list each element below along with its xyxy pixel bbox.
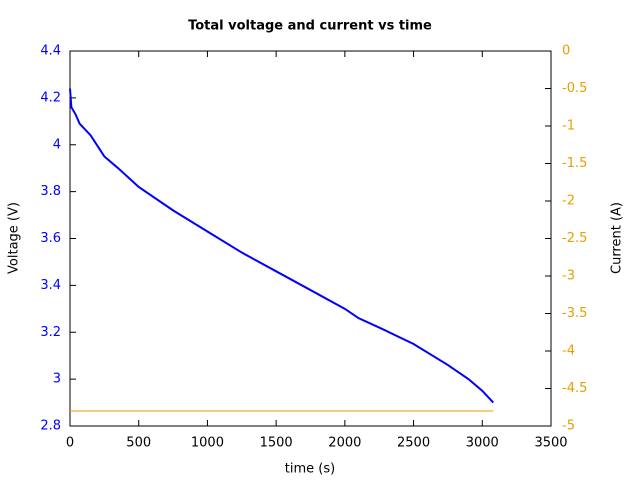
y2-tick-label: -3 — [562, 269, 575, 284]
x-tick-label: 0 — [66, 436, 74, 451]
y-tick-label: 2.8 — [40, 419, 61, 434]
x-tick-label: 2000 — [328, 436, 361, 451]
y-tick-label: 3 — [53, 372, 61, 387]
chart-title: Total voltage and current vs time — [188, 19, 432, 34]
y2-tick-label: -4 — [562, 344, 575, 359]
series-line — [69, 88, 495, 404]
x-tick-label: 1500 — [260, 436, 293, 451]
y2-tick-label: -3.5 — [562, 306, 587, 321]
y2-tick-label: -2 — [562, 194, 575, 209]
y-tick-label: 4.4 — [40, 44, 61, 59]
y2-tick-label: 0 — [562, 44, 570, 59]
x-tick-label: 3500 — [534, 436, 567, 451]
y2-tick-label: -5 — [562, 419, 575, 434]
y-axis-label: Voltage (V) — [7, 202, 22, 274]
y2-tick-label: -1 — [562, 119, 575, 134]
y2-tick-label: -0.5 — [562, 81, 587, 96]
y-tick-label: 3.2 — [40, 325, 61, 340]
x-tick-label: 1000 — [191, 436, 224, 451]
y-tick-label: 3.6 — [40, 231, 61, 246]
x-tick-label: 3000 — [466, 436, 499, 451]
y2-tick-label: -4.5 — [562, 381, 587, 396]
x-tick-label: 2500 — [397, 436, 430, 451]
x-tick-label: 500 — [126, 436, 151, 451]
y-tick-label: 3.8 — [40, 184, 61, 199]
plot-frame — [69, 50, 552, 427]
y-tick-label: 3.4 — [40, 278, 61, 293]
y-tick-label: 4.2 — [40, 90, 61, 105]
y2-tick-label: -1.5 — [562, 156, 587, 171]
y-tick-label: 4 — [53, 137, 61, 152]
y2-tick-label: -2.5 — [562, 231, 587, 246]
x-axis-label: time (s) — [285, 462, 335, 477]
y2-axis-label: Current (A) — [610, 202, 625, 274]
